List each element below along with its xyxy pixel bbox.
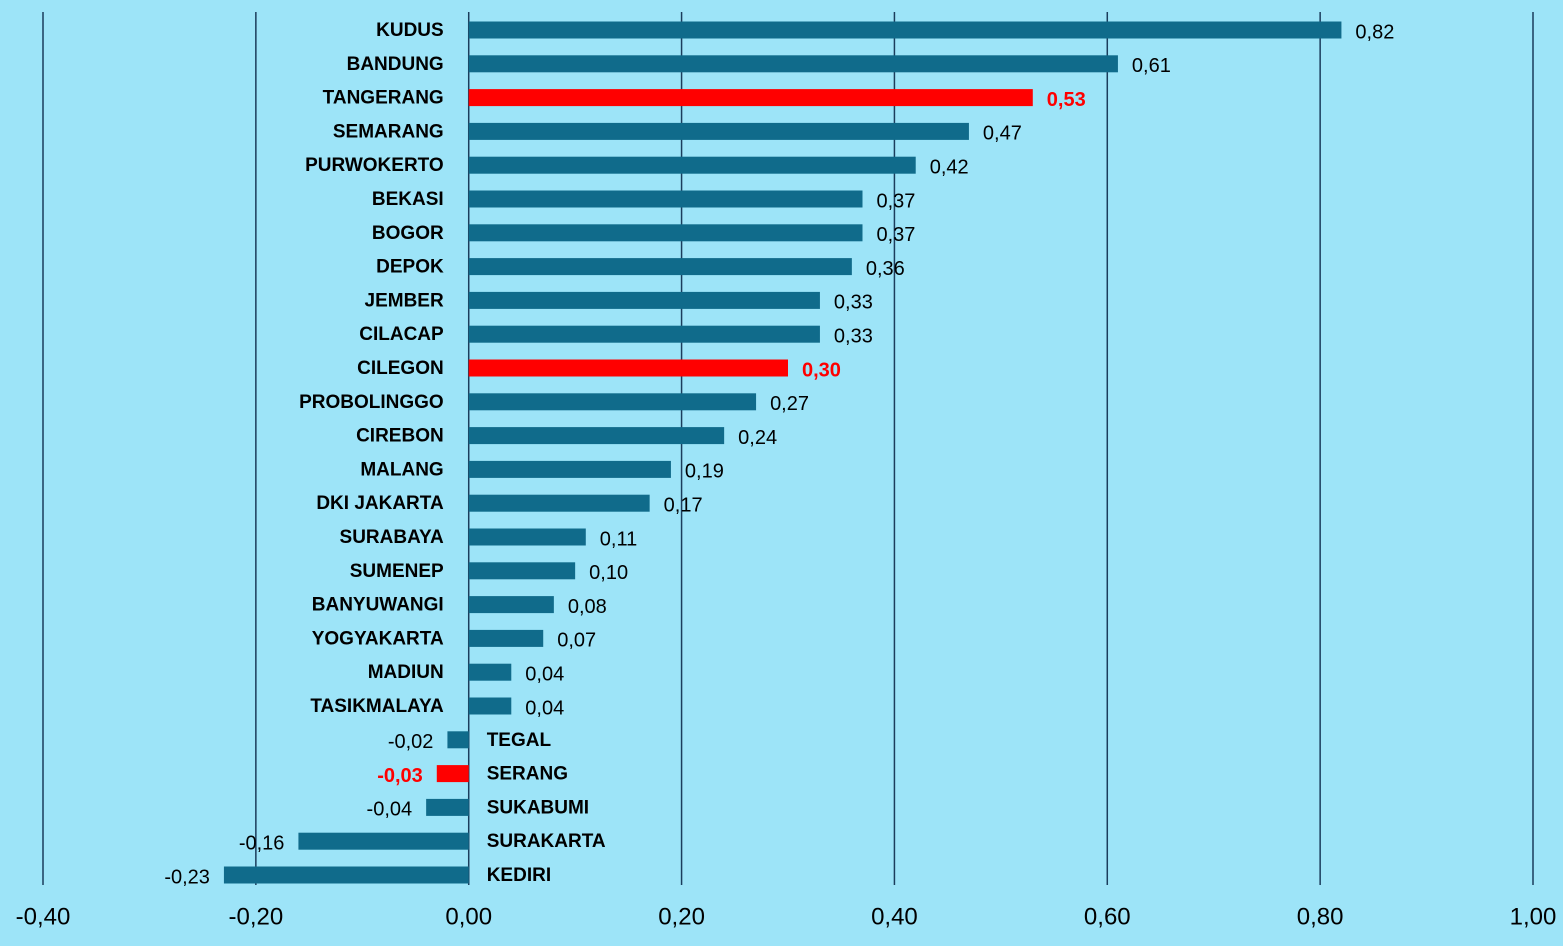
bar [468, 427, 725, 445]
value-label: -0,23 [164, 866, 210, 888]
category-label: BANDUNG [347, 54, 444, 75]
value-label: 0,30 [802, 359, 841, 381]
x-tick-label: -0,40 [16, 903, 71, 930]
category-label: BOGOR [372, 223, 444, 244]
value-label: 0,33 [834, 292, 873, 314]
bar [468, 460, 671, 478]
bar [468, 393, 757, 411]
bar [468, 55, 1118, 73]
x-tick-label: 0,00 [445, 903, 492, 930]
value-label: 0,33 [834, 325, 873, 347]
bar [468, 596, 554, 614]
bar [468, 156, 916, 174]
value-label: 0,07 [557, 630, 596, 652]
category-label: SURAKARTA [487, 831, 606, 852]
value-label: 0,37 [877, 224, 916, 246]
bar [426, 798, 469, 816]
value-label: 0,42 [930, 156, 969, 178]
category-label: DKI JAKARTA [316, 493, 444, 514]
category-label: CILACAP [359, 324, 444, 345]
category-label: BANYUWANGI [312, 595, 444, 616]
value-label: 0,82 [1355, 21, 1394, 43]
bar [298, 832, 469, 850]
category-label: PROBOLINGGO [299, 392, 444, 413]
x-tick-label: 0,80 [1297, 903, 1344, 930]
value-label: 0,04 [525, 663, 564, 685]
value-label: 0,27 [770, 393, 809, 415]
bar [468, 224, 863, 242]
x-tick-label: 1,00 [1510, 903, 1557, 930]
category-label: JEMBER [365, 290, 444, 311]
category-label: SERANG [487, 764, 568, 785]
bar [468, 258, 852, 276]
value-label: -0,16 [239, 832, 285, 854]
bar [468, 494, 650, 512]
bar [468, 291, 820, 309]
x-tick-label: 0,20 [658, 903, 705, 930]
category-label: DEPOK [376, 257, 444, 278]
category-label: SEMARANG [333, 121, 444, 142]
bar [468, 359, 788, 377]
category-label: YOGYAKARTA [312, 628, 444, 649]
value-label: 0,04 [525, 697, 564, 719]
category-label: KEDIRI [487, 865, 551, 886]
category-label: CIREBON [356, 426, 444, 447]
category-label: TEGAL [487, 730, 552, 751]
value-label: -0,04 [367, 799, 413, 821]
bar [468, 122, 969, 140]
category-label: MADIUN [368, 662, 444, 683]
value-label: 0,37 [877, 190, 916, 212]
bar [468, 190, 863, 208]
category-label: PURWOKERTO [305, 155, 444, 176]
x-tick-label: 0,40 [871, 903, 918, 930]
category-label: KUDUS [376, 20, 444, 41]
value-label: 0,11 [600, 528, 637, 550]
value-label: -0,02 [388, 731, 434, 753]
category-label: TASIKMALAYA [310, 696, 444, 717]
bar [468, 562, 576, 580]
bar [468, 663, 512, 681]
value-label: 0,61 [1132, 55, 1171, 77]
bar [468, 528, 586, 546]
category-label: BEKASI [372, 189, 444, 210]
value-label: 0,36 [866, 258, 905, 280]
x-tick-label: 0,60 [1084, 903, 1131, 930]
bar [468, 629, 544, 647]
value-label: 0,24 [738, 427, 777, 449]
bar [468, 325, 820, 343]
bar [468, 89, 1033, 107]
category-label: SUKABUMI [487, 797, 589, 818]
value-label: 0,17 [664, 494, 703, 516]
bar [223, 866, 469, 884]
category-label: SURABAYA [340, 527, 444, 548]
value-label: -0,03 [377, 765, 423, 787]
category-label: TANGERANG [323, 88, 444, 109]
value-label: 0,47 [983, 123, 1022, 145]
value-label: 0,19 [685, 461, 724, 483]
category-label: SUMENEP [350, 561, 444, 582]
value-label: 0,10 [589, 562, 628, 584]
bar [436, 765, 469, 783]
value-label: 0,08 [568, 596, 607, 618]
x-tick-label: -0,20 [229, 903, 284, 930]
category-label: MALANG [360, 459, 443, 480]
bar [447, 731, 469, 749]
bar [468, 21, 1342, 39]
bar [468, 697, 512, 715]
value-label: 0,53 [1047, 89, 1086, 111]
category-label: CILEGON [357, 358, 444, 379]
